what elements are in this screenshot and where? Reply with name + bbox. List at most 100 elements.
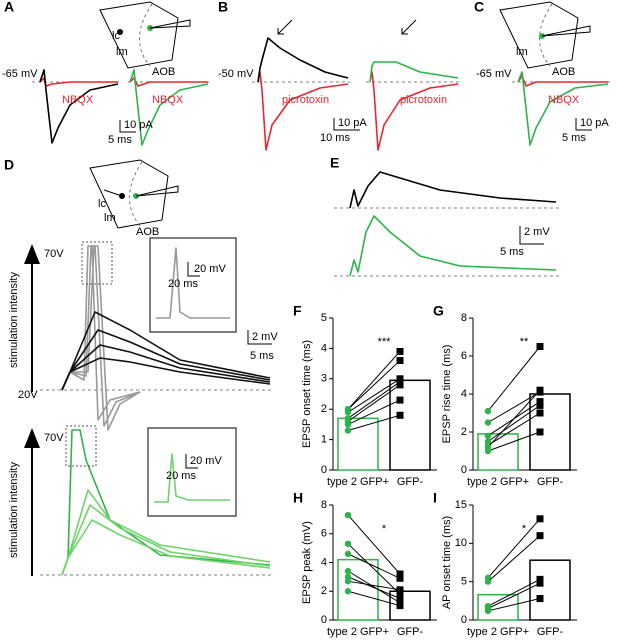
scale-label: 10 pA bbox=[124, 119, 153, 131]
schematic bbox=[89, 159, 169, 229]
scale-bar bbox=[575, 118, 592, 131]
label: AOB bbox=[552, 66, 575, 78]
scale-label: 20 ms bbox=[166, 470, 196, 482]
vm-label: -50 mV bbox=[218, 68, 254, 80]
y-axis-label: EPSP onset time (ms) bbox=[301, 340, 313, 448]
pair-line bbox=[347, 576, 401, 599]
scale-bar bbox=[519, 226, 544, 245]
scale-label: 20 mV bbox=[194, 263, 226, 275]
pair-line bbox=[487, 346, 541, 412]
y-tick-label: 2 bbox=[321, 585, 327, 597]
point bbox=[396, 381, 404, 389]
electrode bbox=[103, 185, 179, 197]
trace-group bbox=[61, 429, 271, 576]
y-axis-label: EPSP rise time (ms) bbox=[441, 345, 453, 444]
point bbox=[484, 407, 492, 415]
point bbox=[396, 590, 404, 598]
bar bbox=[529, 559, 571, 621]
pair-line bbox=[347, 378, 401, 413]
vm-label: -65 mV bbox=[2, 68, 38, 80]
schematic-line bbox=[129, 161, 143, 227]
cell bbox=[117, 29, 123, 35]
significance: ** bbox=[520, 336, 529, 348]
point bbox=[344, 567, 352, 575]
bar bbox=[477, 593, 519, 621]
scale-bar bbox=[247, 330, 272, 345]
significance: *** bbox=[378, 336, 392, 348]
inset bbox=[147, 427, 237, 517]
y-tick-label: 2 bbox=[461, 426, 467, 438]
label: lc bbox=[98, 198, 106, 210]
x-tick-label: GFP- bbox=[397, 626, 424, 638]
bar bbox=[529, 393, 571, 471]
pair-line bbox=[487, 404, 541, 442]
scale-label: 5 ms bbox=[250, 350, 274, 362]
point bbox=[536, 575, 544, 583]
drug-label: NBQX bbox=[62, 94, 94, 106]
significance: * bbox=[522, 523, 527, 535]
inset bbox=[149, 237, 237, 333]
arrow bbox=[401, 19, 417, 35]
pair-line bbox=[347, 514, 401, 575]
y-tick-label: 0 bbox=[321, 614, 327, 626]
y-tick-label: 1 bbox=[321, 434, 327, 446]
scale-label: 5 ms bbox=[500, 246, 524, 258]
pair-line bbox=[487, 578, 541, 607]
trace bbox=[61, 245, 141, 431]
drug-label: NBQX bbox=[152, 94, 184, 106]
schematic bbox=[99, 1, 179, 69]
level-label: 70V bbox=[44, 248, 64, 260]
trace bbox=[61, 519, 271, 576]
y-tick-label: 15 bbox=[455, 499, 467, 511]
point bbox=[396, 411, 404, 419]
pair-line bbox=[347, 580, 401, 591]
point bbox=[484, 432, 492, 439]
point bbox=[344, 427, 352, 434]
level-label: 20V bbox=[18, 389, 38, 401]
scale-label: 20 ms bbox=[168, 278, 198, 290]
scale-bar bbox=[333, 118, 360, 131]
point bbox=[536, 386, 544, 394]
point bbox=[484, 419, 492, 426]
point bbox=[536, 398, 544, 406]
label: lm bbox=[516, 46, 528, 58]
bar bbox=[337, 417, 379, 471]
point bbox=[344, 511, 352, 519]
scale-bar bbox=[187, 262, 200, 277]
scale-label: 5 ms bbox=[108, 134, 132, 146]
panel-letter: D bbox=[4, 157, 14, 173]
panel-letter: E bbox=[330, 155, 339, 171]
pair-line bbox=[347, 570, 401, 604]
scale-label: 20 mV bbox=[190, 455, 222, 467]
trace-group bbox=[61, 311, 271, 391]
trace bbox=[129, 69, 209, 146]
point bbox=[396, 396, 404, 404]
y-tick-label: 0 bbox=[461, 464, 467, 476]
significance: * bbox=[382, 523, 387, 535]
vm-label: -65 mV bbox=[476, 68, 512, 80]
trace bbox=[39, 69, 119, 144]
pair-line bbox=[347, 384, 401, 422]
scale-label: 2 mV bbox=[524, 226, 550, 238]
y-tick-label: 5 bbox=[321, 312, 327, 324]
trace bbox=[369, 71, 459, 151]
point bbox=[396, 594, 404, 602]
y-tick-label: 5 bbox=[461, 576, 467, 588]
x-tick-label: type 2 GFP+ bbox=[467, 626, 529, 638]
point bbox=[536, 343, 544, 350]
point bbox=[396, 602, 404, 610]
pair-line bbox=[487, 598, 541, 612]
drug-label: picrotoxin bbox=[400, 94, 447, 106]
drug-label: NBQX bbox=[548, 94, 580, 106]
panel-letter: F bbox=[293, 303, 302, 319]
point bbox=[344, 588, 352, 595]
point bbox=[484, 578, 492, 585]
pair-line bbox=[347, 381, 401, 419]
panel-letter: B bbox=[218, 0, 228, 15]
scale-label: 10 ms bbox=[320, 132, 350, 144]
y-tick-label: 3 bbox=[321, 373, 327, 385]
bar bbox=[389, 590, 431, 621]
electrode bbox=[149, 19, 191, 29]
point bbox=[396, 347, 404, 355]
pair-line bbox=[347, 351, 401, 410]
